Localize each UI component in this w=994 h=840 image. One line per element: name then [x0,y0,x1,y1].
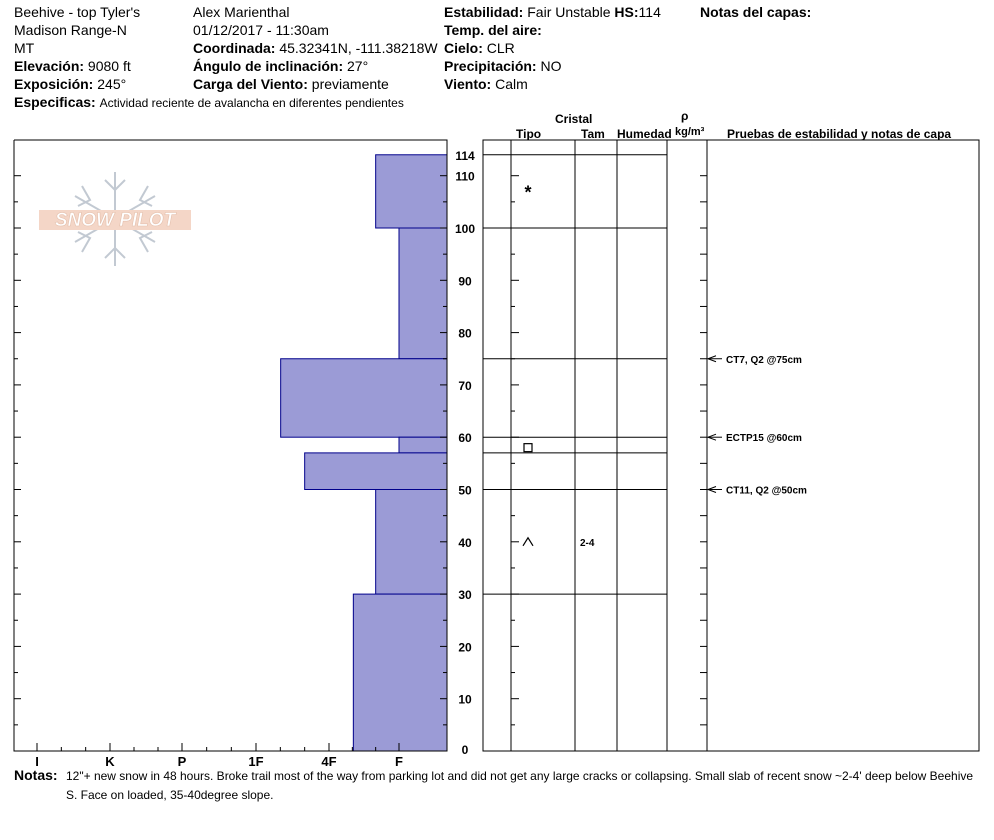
notes-line-2: S. Face on loaded, 35-40degree slope. [66,788,274,802]
depth-tick-label: 80 [458,327,472,341]
air-temp-label: Temp. del aire: [444,22,542,38]
precip-row: Precipitación: NO [444,58,561,74]
grain-size-label: 2-4 [580,538,595,549]
grain-new-snow-symbol: * [524,182,531,202]
sky-row: Cielo: CLR [444,40,515,56]
depth-tick-label: 40 [458,536,472,550]
specifics-row: Especificas: Actividad reciente de avala… [14,94,404,111]
depth-tick-label: 30 [458,588,472,602]
depth-tick-label: 50 [458,484,472,498]
hardness-tick-label: K [105,754,115,769]
coordinate-row: Coordinada: 45.32341N, -111.38218W [193,40,438,56]
stability-row: Estabilidad: Fair Unstable HS:114 [444,4,661,20]
tests-header: Pruebas de estabilidad y notas de capa [727,127,952,141]
hardness-tick-label: P [178,754,187,769]
state: MT [14,40,35,56]
hardness-bar [398,436,448,454]
specifics-label: Especificas: [14,94,96,110]
hardness-bar [375,154,448,229]
wind-row: Viento: Calm [444,76,528,92]
depth-tick-label: 90 [458,274,472,288]
wind-load-label: Carga del Viento: [193,76,308,92]
sky-value: CLR [486,40,515,56]
depth-tick-label: 60 [458,431,472,445]
hardness-bar [304,452,448,491]
aspect-value: 245° [97,76,127,92]
hs-label: HS: [614,4,639,20]
aspect-row: Exposición: 245° [14,76,126,92]
stability-test-label: ECTP15 @60cm [726,433,802,444]
snowpilot-logo: SNOW PILOT [39,172,191,266]
hardness-plot-frame [13,139,448,752]
depth-tick-label: 114 [455,149,475,163]
hardness-bar [398,227,448,360]
hardness-bar [280,358,448,438]
crystal-header: Cristal [555,112,593,126]
logo-text: SNOW PILOT [55,210,177,231]
stability-label: Estabilidad: [444,4,524,20]
slope-value: 27° [347,58,369,74]
hardness-bar [375,489,448,595]
hardness-tick-label: I [35,754,39,769]
depth-tick-label: 10 [458,693,472,707]
wind-value: Calm [495,76,528,92]
depth-tick-label: 0 [462,743,469,757]
air-temp-row: Temp. del aire: [444,22,542,38]
observer: Alex Marienthal [193,4,290,20]
size-header: Tam [581,127,605,141]
precip-label: Precipitación: [444,58,537,74]
elevation-value: 9080 ft [87,58,131,74]
grain-depth-hoar-symbol [522,536,534,547]
hardness-tick-label: 4F [321,754,336,769]
notes-line-1: 12"+ new snow in 48 hours. Broke trail m… [66,769,974,783]
coordinate-value: 45.32341N, -111.38218W [279,40,438,56]
hardness-tick-label: F [395,754,403,769]
datetime: 01/12/2017 - 11:30am [193,22,329,38]
sky-label: Cielo: [444,40,483,56]
rho-header: ρ [681,109,689,123]
specifics-value: Actividad reciente de avalancha en difer… [99,96,404,110]
logo-banner [39,210,191,230]
elevation-label: Elevación: [14,58,85,74]
stability-test-label: CT11, Q2 @50cm [726,486,807,497]
hs-value: 114 [638,4,661,20]
layer-grid-frame [482,139,980,752]
depth-tick-label: 20 [458,640,472,654]
range: Madison Range-N [14,22,127,38]
location: Beehive - top Tyler's [14,4,141,20]
depth-tick-label: 70 [458,379,472,393]
wind-label: Viento: [444,76,492,92]
depth-tick-label: 110 [455,170,475,184]
hardness-bar [352,593,448,752]
notes-label: Notas: [14,767,58,783]
wind-load-row: Carga del Viento: previamente [193,76,389,92]
moisture-header: Humedad [617,127,672,141]
wind-load-value: previamente [311,76,389,92]
hardness-tick-label: 1F [248,754,263,769]
grain-faceted-symbol [523,443,533,453]
slope-row: Ángulo de inclinación: 27° [193,58,368,74]
stability-test-label: CT7, Q2 @75cm [726,355,802,366]
layer-notes-label: Notas del capas: [700,4,812,20]
elevation-row: Elevación: 9080 ft [14,58,131,74]
slope-label: Ángulo de inclinación: [193,58,344,74]
density-header: kg/m³ [675,126,705,138]
depth-tick-label: 100 [455,222,475,236]
stability-value: Fair Unstable [527,4,611,20]
aspect-label: Exposición: [14,76,94,92]
type-header: Tipo [516,127,542,141]
precip-value: NO [540,58,562,74]
coordinate-label: Coordinada: [193,40,276,56]
